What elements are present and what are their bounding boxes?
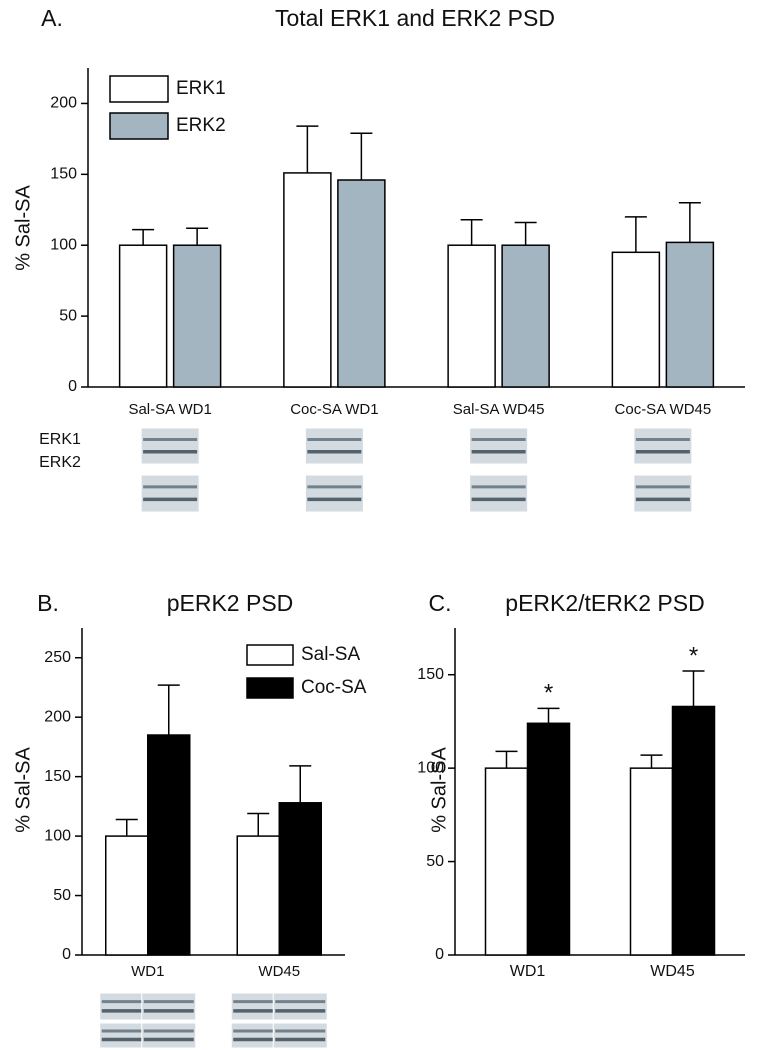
y-tick-label: 0	[62, 946, 71, 963]
blot-label: ERK2	[39, 454, 81, 471]
bar	[484, 767, 529, 956]
blot	[633, 427, 693, 465]
bar	[447, 244, 496, 388]
blot	[469, 427, 529, 465]
bar	[671, 705, 716, 956]
x-tick-label: Coc-SA WD1	[290, 401, 378, 418]
bar	[501, 244, 550, 388]
blot	[272, 992, 328, 1021]
legend-label: ERK2	[176, 115, 226, 136]
bar	[278, 802, 322, 956]
blot	[633, 474, 693, 513]
y-tick-label: 200	[44, 708, 71, 725]
y-tick-label: 200	[50, 95, 77, 112]
bar	[172, 244, 222, 388]
y-tick-label: 50	[426, 853, 444, 870]
legend-label: Coc-SA	[301, 677, 367, 698]
blot-label: ERK1	[39, 431, 81, 448]
x-tick-label: Sal-SA WD45	[453, 401, 545, 418]
bar	[629, 767, 674, 956]
y-tick-label: 100	[44, 827, 71, 844]
blot	[304, 427, 364, 465]
blot	[140, 427, 200, 465]
y-tick-label: 150	[50, 166, 77, 183]
bar	[337, 179, 386, 388]
legend-swatch	[246, 644, 294, 666]
panel-label: B.	[37, 590, 59, 616]
bar	[283, 172, 332, 388]
y-tick-label: 0	[435, 946, 444, 963]
x-tick-label: Coc-SA WD45	[615, 401, 712, 418]
blot	[304, 474, 364, 513]
chart-title: pERK2/tERK2 PSD	[505, 590, 704, 616]
blot	[141, 992, 197, 1021]
blot	[141, 1022, 197, 1049]
x-tick-label: WD1	[510, 963, 546, 980]
significance-mark: *	[689, 642, 698, 669]
y-axis-label: % Sal-SA	[428, 747, 450, 833]
y-tick-label: 50	[53, 887, 71, 904]
bar	[526, 722, 571, 956]
y-tick-label: 50	[59, 307, 77, 324]
y-tick-label: 150	[44, 768, 71, 785]
x-tick-label: WD45	[258, 963, 300, 980]
chart-title: pERK2 PSD	[167, 590, 294, 616]
bar	[236, 835, 280, 956]
legend-label: Sal-SA	[301, 644, 360, 665]
y-axis-label: % Sal-SA	[12, 185, 34, 271]
y-tick-label: 250	[44, 649, 71, 666]
y-axis-label: % Sal-SA	[12, 747, 34, 833]
legend-swatch	[109, 75, 169, 103]
panel-label: C.	[429, 590, 452, 616]
legend-swatch	[109, 112, 169, 140]
blot	[469, 474, 529, 513]
legend-swatch	[246, 677, 294, 699]
y-tick-label: 100	[417, 759, 444, 776]
blot	[140, 474, 200, 513]
bar	[105, 835, 149, 956]
x-tick-label: Sal-SA WD1	[128, 401, 211, 418]
x-tick-label: WD45	[650, 963, 695, 980]
x-tick-label: WD1	[131, 963, 164, 980]
legend-label: ERK1	[176, 78, 226, 99]
blot	[272, 1022, 328, 1049]
chart-title: Total ERK1 and ERK2 PSD	[275, 5, 555, 31]
panel-label: A.	[41, 5, 63, 31]
bar	[665, 241, 715, 388]
y-tick-label: 100	[50, 236, 77, 253]
bar	[611, 251, 661, 388]
y-tick-label: 150	[417, 666, 444, 683]
bar	[118, 244, 168, 388]
significance-mark: *	[544, 680, 553, 707]
y-tick-label: 0	[68, 378, 77, 395]
bar	[147, 734, 191, 956]
